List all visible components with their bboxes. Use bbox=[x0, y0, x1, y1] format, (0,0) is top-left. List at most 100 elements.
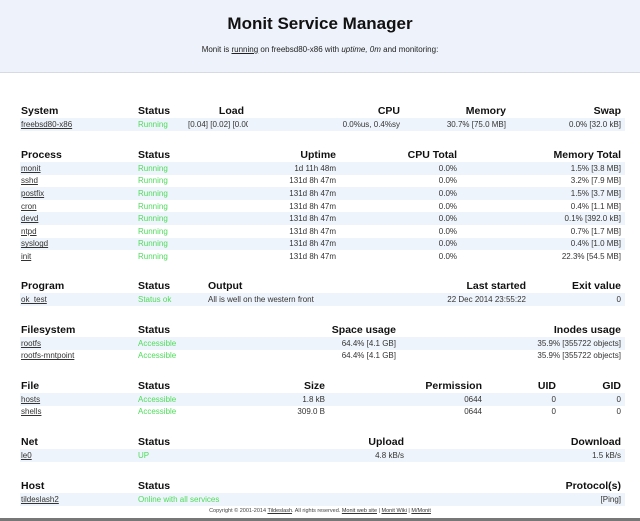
value-cell: 0 bbox=[560, 393, 625, 406]
value-cell: 0 bbox=[616, 407, 621, 417]
header-row: Host Status Protocol(s) bbox=[20, 478, 625, 493]
status-badge: Status ok bbox=[137, 293, 207, 306]
column-header: Status bbox=[138, 435, 171, 448]
table-row: le0 UP 4.8 kB/s 1.5 kB/s bbox=[20, 449, 625, 462]
service-name-cell: sshd bbox=[20, 175, 137, 188]
service-link[interactable]: rootfs-mntpoint bbox=[21, 351, 75, 361]
column-header: Status bbox=[138, 323, 171, 336]
service-link[interactable]: le0 bbox=[21, 450, 32, 460]
status-badge: Running bbox=[138, 201, 168, 211]
running-link[interactable]: running bbox=[231, 45, 259, 54]
value-cell: 0.0% bbox=[438, 201, 457, 211]
value-cell: 131d 8h 47m bbox=[200, 237, 340, 251]
column-header: Space usage bbox=[331, 323, 396, 336]
service-link[interactable]: devd bbox=[21, 214, 39, 224]
column-header: Download bbox=[570, 435, 621, 448]
net-table: Net Status Upload Download le0 UP 4.8 kB/s 1.5 … bbox=[20, 434, 625, 462]
column-header: Size bbox=[303, 379, 325, 392]
table-row: freebsd80-x86 Running [0.04] [0.02] [0.00]… bbox=[20, 118, 625, 131]
header-row: Filesystem Status Space usage Inodes usage bbox=[20, 322, 625, 337]
status-badge: Accessible bbox=[138, 351, 177, 361]
value-cell: 0644 bbox=[464, 407, 482, 417]
value-cell: 0.0%us, 0.4%sy bbox=[248, 118, 404, 131]
table-row: monit Running 1d 11h 48m 0.0% 1.5% [3.8 MB] bbox=[20, 162, 625, 175]
service-link[interactable]: rootfs bbox=[21, 338, 42, 348]
value-cell: 131d 8h 47m bbox=[289, 176, 336, 186]
column-header: Permission bbox=[425, 379, 482, 392]
column-header: Exit value bbox=[571, 279, 621, 292]
monit-web-site-link[interactable]: Monit web site bbox=[341, 508, 377, 514]
subtitle-text: and monitoring: bbox=[380, 45, 439, 54]
tildeslash-link[interactable]: Tildeslash bbox=[267, 508, 293, 514]
value-cell: 1d 11h 48m bbox=[200, 162, 340, 175]
service-name-cell: rootfs bbox=[20, 337, 137, 350]
service-link[interactable]: freebsd80-x86 bbox=[21, 119, 73, 129]
column-header: Net bbox=[21, 435, 38, 448]
service-link[interactable]: cron bbox=[21, 201, 37, 211]
subtitle-text: Monit is bbox=[201, 45, 232, 54]
table-row: shells Accessible 309.0 B 0644 0 0 bbox=[20, 406, 625, 419]
value-cell: 64.4% [4.1 GB] bbox=[200, 337, 400, 350]
status-badge: Running bbox=[138, 226, 168, 236]
column-header: Uptime bbox=[300, 148, 336, 161]
status-badge: Running bbox=[138, 176, 168, 186]
column-header: GID bbox=[602, 379, 621, 392]
column-header: Output bbox=[208, 279, 243, 292]
service-link[interactable]: ntpd bbox=[21, 226, 37, 236]
value-cell: 309.0 B bbox=[297, 407, 325, 417]
monit-wiki-link[interactable]: Monit Wiki bbox=[381, 508, 407, 514]
separator: | bbox=[377, 508, 382, 514]
section-file: File Status Size Permission UID GID hosts Acces… bbox=[20, 378, 625, 418]
value-cell: 0 bbox=[530, 293, 625, 306]
service-link[interactable]: shells bbox=[21, 407, 42, 417]
service-name-cell: devd bbox=[20, 212, 137, 225]
value-cell: 131d 8h 47m bbox=[289, 251, 336, 261]
service-name-cell: hosts bbox=[20, 393, 137, 406]
value-cell: 0.4% [1.0 MB] bbox=[461, 237, 625, 251]
column-header: Memory bbox=[465, 104, 506, 117]
service-name-cell: postfix bbox=[20, 187, 137, 200]
column-header: Program bbox=[21, 279, 65, 292]
value-cell: 0644 bbox=[329, 393, 486, 406]
service-link[interactable]: postfix bbox=[21, 188, 45, 198]
column-header: Protocol(s) bbox=[565, 479, 621, 492]
process-table: Process Status Uptime CPU Total Memory Total… bbox=[20, 147, 625, 263]
value-cell: 131d 8h 47m bbox=[289, 226, 336, 236]
section-filesystem: Filesystem Status Space usage Inodes usage r… bbox=[20, 322, 625, 362]
column-header: Swap bbox=[593, 104, 621, 117]
service-link[interactable]: hosts bbox=[21, 394, 41, 404]
table-row: cron Running 131d 8h 47m 0.0% 0.4% [1.1 MB] bbox=[20, 200, 625, 213]
column-header: UID bbox=[537, 379, 556, 392]
value-cell: 22 Dec 2014 23:55:22 bbox=[407, 293, 530, 306]
service-link[interactable]: syslogd bbox=[21, 239, 49, 249]
service-link[interactable]: sshd bbox=[21, 176, 38, 186]
service-link[interactable]: ok_test bbox=[21, 294, 47, 304]
column-header: Memory Total bbox=[553, 148, 621, 161]
status-badge: Running bbox=[137, 162, 200, 175]
service-name-cell: cron bbox=[20, 200, 137, 213]
table-row: hosts Accessible 1.8 kB 0644 0 0 bbox=[20, 393, 625, 406]
column-header: File bbox=[21, 379, 40, 392]
page-header: Monit Service Manager Monit is running o… bbox=[0, 0, 640, 73]
service-link[interactable]: init bbox=[21, 251, 32, 261]
value-cell: 0.4% [1.1 MB] bbox=[570, 201, 621, 211]
status-badge: UP bbox=[137, 449, 200, 462]
copyright-text: Copyright © 2001-2014 bbox=[209, 508, 268, 514]
program-table: Program Status Output Last started Exit valu… bbox=[20, 278, 625, 306]
service-link[interactable]: tildeslash2 bbox=[21, 494, 59, 504]
column-header: Status bbox=[138, 104, 171, 117]
value-cell: 0.7% [1.7 MB] bbox=[570, 226, 621, 236]
column-header: Last started bbox=[466, 279, 526, 292]
column-header: Host bbox=[21, 479, 45, 492]
column-header: Upload bbox=[368, 435, 404, 448]
service-name-cell: tildeslash2 bbox=[20, 493, 137, 506]
section-host: Host Status Protocol(s) tildeslash2 Online w… bbox=[20, 478, 625, 506]
value-cell: 22.3% [54.5 MB] bbox=[561, 251, 621, 261]
service-name-cell: syslogd bbox=[20, 237, 137, 251]
table-row: devd Running 131d 8h 47m 0.0% 0.1% [392.0 kB… bbox=[20, 212, 625, 225]
table-row: init Running 131d 8h 47m 0.0% 22.3% [54.5 MB… bbox=[20, 250, 625, 263]
column-header: Process bbox=[21, 148, 62, 161]
service-link[interactable]: monit bbox=[21, 163, 41, 173]
value-cell: 0.0% bbox=[340, 162, 461, 175]
mmonit-link[interactable]: M/Monit bbox=[411, 508, 431, 514]
